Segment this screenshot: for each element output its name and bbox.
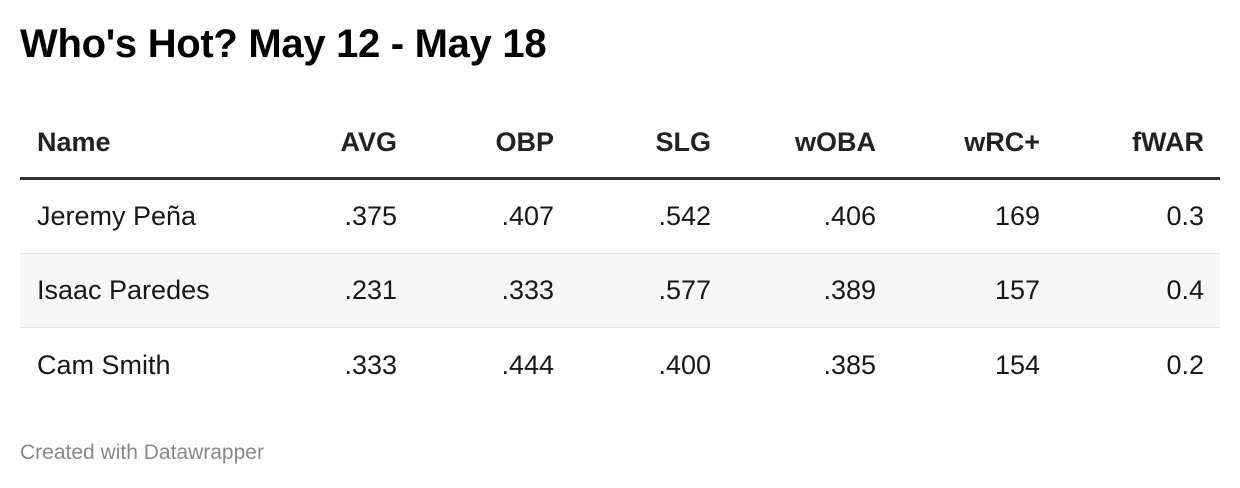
cell-woba: .385 <box>823 349 876 380</box>
cell-fwar: 0.3 <box>1166 201 1204 231</box>
table-header-row: Name AVG OBP SLG wOBA wRC+ fWAR <box>20 108 1220 180</box>
cell-obp: .444 <box>501 349 554 380</box>
cell-name: Cam Smith <box>37 349 171 380</box>
cell-wrc-plus: 157 <box>994 275 1040 305</box>
datawrapper-credit[interactable]: Created with Datawrapper <box>20 441 264 464</box>
cell-slg: .542 <box>658 201 711 231</box>
cell-wrc-plus: 154 <box>994 349 1040 380</box>
table-row: Jeremy Peña .375 .407 .542 .406 169 0.3 <box>20 180 1220 254</box>
cell-wrc-plus: 169 <box>994 201 1040 231</box>
cell-fwar: 0.4 <box>1166 275 1204 305</box>
cell-avg: .231 <box>344 275 397 305</box>
cell-name: Isaac Paredes <box>37 275 210 305</box>
column-header-avg[interactable]: AVG <box>340 127 397 157</box>
column-header-name[interactable]: Name <box>37 127 111 157</box>
table-row: Cam Smith .333 .444 .400 .385 154 0.2 <box>20 328 1220 402</box>
cell-avg: .375 <box>344 201 397 231</box>
cell-obp: .407 <box>501 201 554 231</box>
column-header-slg[interactable]: SLG <box>655 127 711 157</box>
column-header-wrc-plus[interactable]: wRC+ <box>964 127 1040 157</box>
table-row: Isaac Paredes .231 .333 .577 .389 157 0.… <box>20 254 1220 328</box>
column-header-obp[interactable]: OBP <box>495 127 554 157</box>
column-header-fwar[interactable]: fWAR <box>1132 127 1204 157</box>
cell-woba: .389 <box>823 275 876 305</box>
cell-name: Jeremy Peña <box>37 201 197 231</box>
chart-title: Who's Hot? May 12 - May 18 <box>20 22 547 66</box>
column-header-woba[interactable]: wOBA <box>795 127 876 157</box>
cell-slg: .577 <box>658 275 711 305</box>
stats-table: Name AVG OBP SLG wOBA wRC+ fWAR Jeremy P… <box>20 108 1220 402</box>
cell-fwar: 0.2 <box>1166 349 1204 380</box>
cell-slg: .400 <box>658 349 711 380</box>
cell-obp: .333 <box>501 275 554 305</box>
cell-avg: .333 <box>344 349 397 380</box>
cell-woba: .406 <box>823 201 876 231</box>
